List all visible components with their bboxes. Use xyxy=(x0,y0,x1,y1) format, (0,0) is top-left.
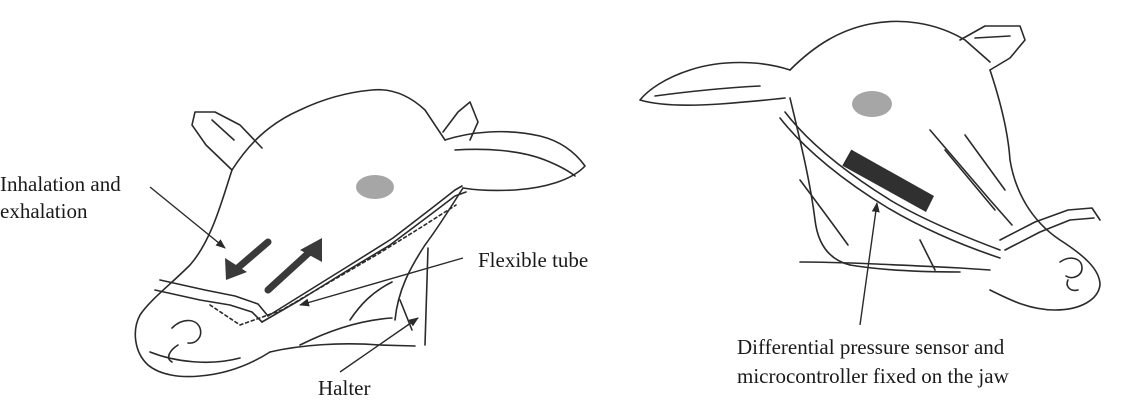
left-cow-head-outline xyxy=(231,88,446,171)
left-cow-head xyxy=(134,88,586,378)
left-cow-right-ear xyxy=(444,130,586,192)
label-halter: Halter xyxy=(318,376,371,400)
right-cow-left-ear xyxy=(639,61,791,106)
left-cow-flexible-tube xyxy=(209,204,457,326)
left-cow-nostril xyxy=(167,319,202,363)
right-cow-halter-nose xyxy=(999,207,1101,241)
halter-pointer xyxy=(339,317,419,373)
right-cow-head xyxy=(639,20,1101,311)
right-cow-eye xyxy=(852,91,892,117)
label-flexible-tube: Flexible tube xyxy=(478,248,589,272)
left-cow-muzzle xyxy=(134,169,271,378)
left-cow-eye xyxy=(356,175,394,199)
right-cow-right-ear xyxy=(959,25,1026,71)
breathing-arrows xyxy=(225,238,322,294)
right-cow-head-outline xyxy=(789,20,991,71)
right-cow-jaw xyxy=(789,97,851,266)
right-cow-nostril xyxy=(1059,257,1083,292)
sensor-pointer xyxy=(859,202,880,326)
inhalation-pointer xyxy=(149,186,226,249)
left-cow-left-ear xyxy=(191,111,263,171)
flexible-tube-pointer xyxy=(299,257,464,307)
left-cow-halter-nose xyxy=(154,289,263,323)
label-sensor-line2: microcontroller fixed on the jaw xyxy=(737,364,1009,388)
pressure-sensor-device xyxy=(842,149,934,212)
label-sensor-line1: Differential pressure sensor and xyxy=(737,335,1005,359)
label-inhalation-line2: exhalation xyxy=(0,199,88,223)
label-inhalation-line1: Inhalation and xyxy=(0,172,121,196)
